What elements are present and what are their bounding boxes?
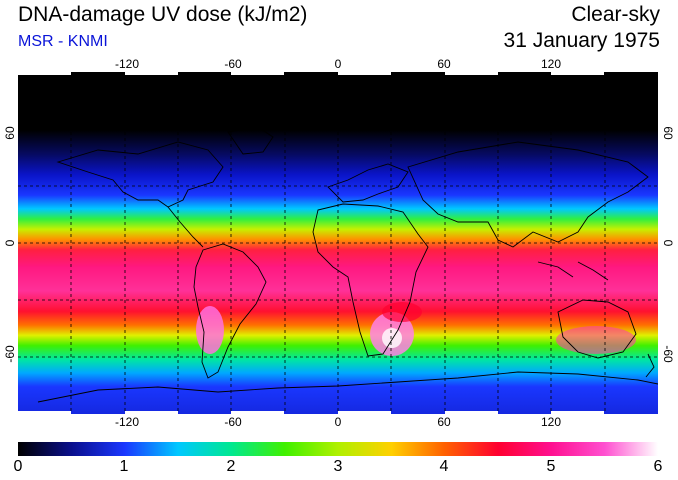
colorbar-label-2: 2 [226, 458, 236, 475]
lat-label-left-60: 60 [3, 126, 17, 140]
colorbar-label-6: 6 [653, 458, 663, 475]
lon-label-bottom-60: 60 [437, 415, 451, 429]
source-label: MSR - KNMI [18, 33, 108, 50]
lon-label-bottom-0: 0 [334, 415, 342, 429]
uv-dose-map-canvas [18, 72, 658, 414]
lat-label-right-0: 0 [661, 239, 675, 247]
lat-label-left-0: 0 [3, 239, 17, 247]
hotspot-australia [556, 326, 636, 354]
hotspot-south-america [196, 306, 224, 354]
lon-label-top-60: 60 [437, 57, 451, 71]
colorbar-label-0: 0 [13, 458, 23, 475]
colorbar-label-5: 5 [546, 458, 556, 475]
graticule [18, 72, 658, 414]
uv-dose-map [18, 72, 658, 414]
lon-label-bottom-120: 120 [540, 415, 562, 429]
sky-condition-label: Clear-sky [571, 3, 660, 26]
lon-label-top-120: 120 [540, 57, 562, 71]
lat-label-right-neg60: -60 [661, 345, 675, 363]
lon-label-bottom-neg120: -120 [114, 415, 140, 429]
lat-label-left-neg60: -60 [3, 345, 17, 363]
colorbar [18, 442, 658, 456]
lat-label-right-60: 60 [661, 126, 675, 140]
colorbar-label-1: 1 [119, 458, 129, 475]
coastlines [37, 126, 658, 403]
colorbar-label-4: 4 [439, 458, 449, 475]
colorbar-label-3: 3 [333, 458, 343, 475]
lon-label-top-0: 0 [334, 57, 342, 71]
lon-label-top-neg120: -120 [114, 57, 140, 71]
map-title: DNA-damage UV dose (kJ/m2) [18, 3, 308, 26]
lon-label-top-neg60: -60 [224, 57, 242, 71]
date-label: 31 January 1975 [503, 29, 660, 52]
lon-label-bottom-neg60: -60 [224, 415, 242, 429]
